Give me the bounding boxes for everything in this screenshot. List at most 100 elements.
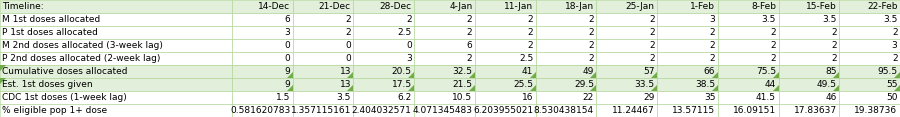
Polygon shape bbox=[590, 72, 597, 78]
Bar bbox=[475, 52, 536, 65]
Text: % eligible pop 1+ dose: % eligible pop 1+ dose bbox=[3, 106, 108, 115]
Bar bbox=[597, 91, 657, 104]
Bar bbox=[597, 13, 657, 26]
Bar bbox=[718, 13, 778, 26]
Text: 2: 2 bbox=[892, 28, 897, 37]
Polygon shape bbox=[0, 65, 6, 71]
Text: 41.5: 41.5 bbox=[756, 93, 776, 102]
Text: 2: 2 bbox=[831, 28, 837, 37]
Text: 6: 6 bbox=[284, 15, 290, 24]
Bar bbox=[414, 0, 475, 13]
Text: 8-Feb: 8-Feb bbox=[751, 2, 776, 11]
Bar bbox=[292, 104, 354, 117]
Bar bbox=[597, 52, 657, 65]
Text: 1.5: 1.5 bbox=[276, 93, 290, 102]
Text: 66: 66 bbox=[704, 67, 716, 76]
Bar bbox=[232, 91, 292, 104]
Bar bbox=[778, 0, 840, 13]
Text: 13: 13 bbox=[339, 80, 351, 89]
Polygon shape bbox=[894, 72, 900, 78]
Bar bbox=[292, 65, 354, 78]
Bar bbox=[536, 0, 597, 13]
Text: 46: 46 bbox=[825, 93, 837, 102]
Bar bbox=[718, 52, 778, 65]
Bar bbox=[292, 26, 354, 39]
Bar bbox=[718, 91, 778, 104]
Text: Timeline:: Timeline: bbox=[3, 2, 44, 11]
Bar bbox=[718, 104, 778, 117]
Polygon shape bbox=[287, 72, 292, 78]
Bar bbox=[778, 26, 840, 39]
Text: 20.5: 20.5 bbox=[392, 67, 411, 76]
Text: 3.5: 3.5 bbox=[823, 15, 837, 24]
Bar bbox=[0, 91, 232, 104]
Bar bbox=[0, 39, 232, 52]
Text: 25.5: 25.5 bbox=[513, 80, 533, 89]
Text: 3.5: 3.5 bbox=[761, 15, 776, 24]
Text: 2.404032571: 2.404032571 bbox=[352, 106, 411, 115]
Text: 17.83637: 17.83637 bbox=[794, 106, 837, 115]
Bar bbox=[657, 13, 718, 26]
Text: 0: 0 bbox=[346, 54, 351, 63]
Bar bbox=[597, 78, 657, 91]
Bar bbox=[536, 52, 597, 65]
Text: 50: 50 bbox=[886, 93, 897, 102]
Text: 2: 2 bbox=[589, 28, 594, 37]
Text: 4.071345483: 4.071345483 bbox=[412, 106, 472, 115]
Polygon shape bbox=[0, 78, 6, 84]
Polygon shape bbox=[469, 72, 475, 78]
Bar bbox=[778, 52, 840, 65]
Bar bbox=[292, 52, 354, 65]
Text: 6.203955021: 6.203955021 bbox=[473, 106, 533, 115]
Text: 75.5: 75.5 bbox=[756, 67, 776, 76]
Text: 2: 2 bbox=[527, 28, 533, 37]
Bar bbox=[414, 91, 475, 104]
Text: 29: 29 bbox=[644, 93, 654, 102]
Text: 2: 2 bbox=[649, 15, 654, 24]
Polygon shape bbox=[651, 85, 657, 91]
Polygon shape bbox=[590, 85, 597, 91]
Text: 9: 9 bbox=[284, 67, 290, 76]
Bar bbox=[840, 104, 900, 117]
Bar bbox=[232, 104, 292, 117]
Text: 6: 6 bbox=[467, 41, 472, 50]
Text: 13.57115: 13.57115 bbox=[672, 106, 716, 115]
Text: 0: 0 bbox=[346, 41, 351, 50]
Bar bbox=[778, 104, 840, 117]
Bar bbox=[475, 0, 536, 13]
Polygon shape bbox=[469, 85, 475, 91]
Text: 0.581620783: 0.581620783 bbox=[230, 106, 290, 115]
Bar bbox=[536, 65, 597, 78]
Text: 15-Feb: 15-Feb bbox=[806, 2, 837, 11]
Text: 2: 2 bbox=[649, 41, 654, 50]
Text: M 2nd doses allocated (3-week lag): M 2nd doses allocated (3-week lag) bbox=[3, 41, 164, 50]
Text: 2: 2 bbox=[770, 54, 776, 63]
Text: 14-Dec: 14-Dec bbox=[258, 2, 290, 11]
Text: 3: 3 bbox=[709, 15, 716, 24]
Text: 0: 0 bbox=[284, 54, 290, 63]
Text: 8.530438154: 8.530438154 bbox=[534, 106, 594, 115]
Bar bbox=[232, 65, 292, 78]
Polygon shape bbox=[712, 85, 718, 91]
Text: 2: 2 bbox=[710, 54, 716, 63]
Text: 2: 2 bbox=[527, 41, 533, 50]
Text: 0: 0 bbox=[406, 41, 411, 50]
Bar bbox=[0, 0, 232, 13]
Text: 28-Dec: 28-Dec bbox=[380, 2, 411, 11]
Polygon shape bbox=[287, 85, 292, 91]
Bar bbox=[657, 104, 718, 117]
Text: 33.5: 33.5 bbox=[634, 80, 654, 89]
Text: P 1st doses allocated: P 1st doses allocated bbox=[3, 28, 98, 37]
Bar bbox=[840, 39, 900, 52]
Bar bbox=[536, 78, 597, 91]
Text: 11.24467: 11.24467 bbox=[612, 106, 654, 115]
Text: 2: 2 bbox=[831, 41, 837, 50]
Text: 2: 2 bbox=[467, 54, 472, 63]
Text: 10.5: 10.5 bbox=[453, 93, 472, 102]
Polygon shape bbox=[772, 72, 778, 78]
Text: 41: 41 bbox=[522, 67, 533, 76]
Text: 6.2: 6.2 bbox=[398, 93, 411, 102]
Bar bbox=[657, 91, 718, 104]
Text: 38.5: 38.5 bbox=[695, 80, 716, 89]
Bar bbox=[414, 13, 475, 26]
